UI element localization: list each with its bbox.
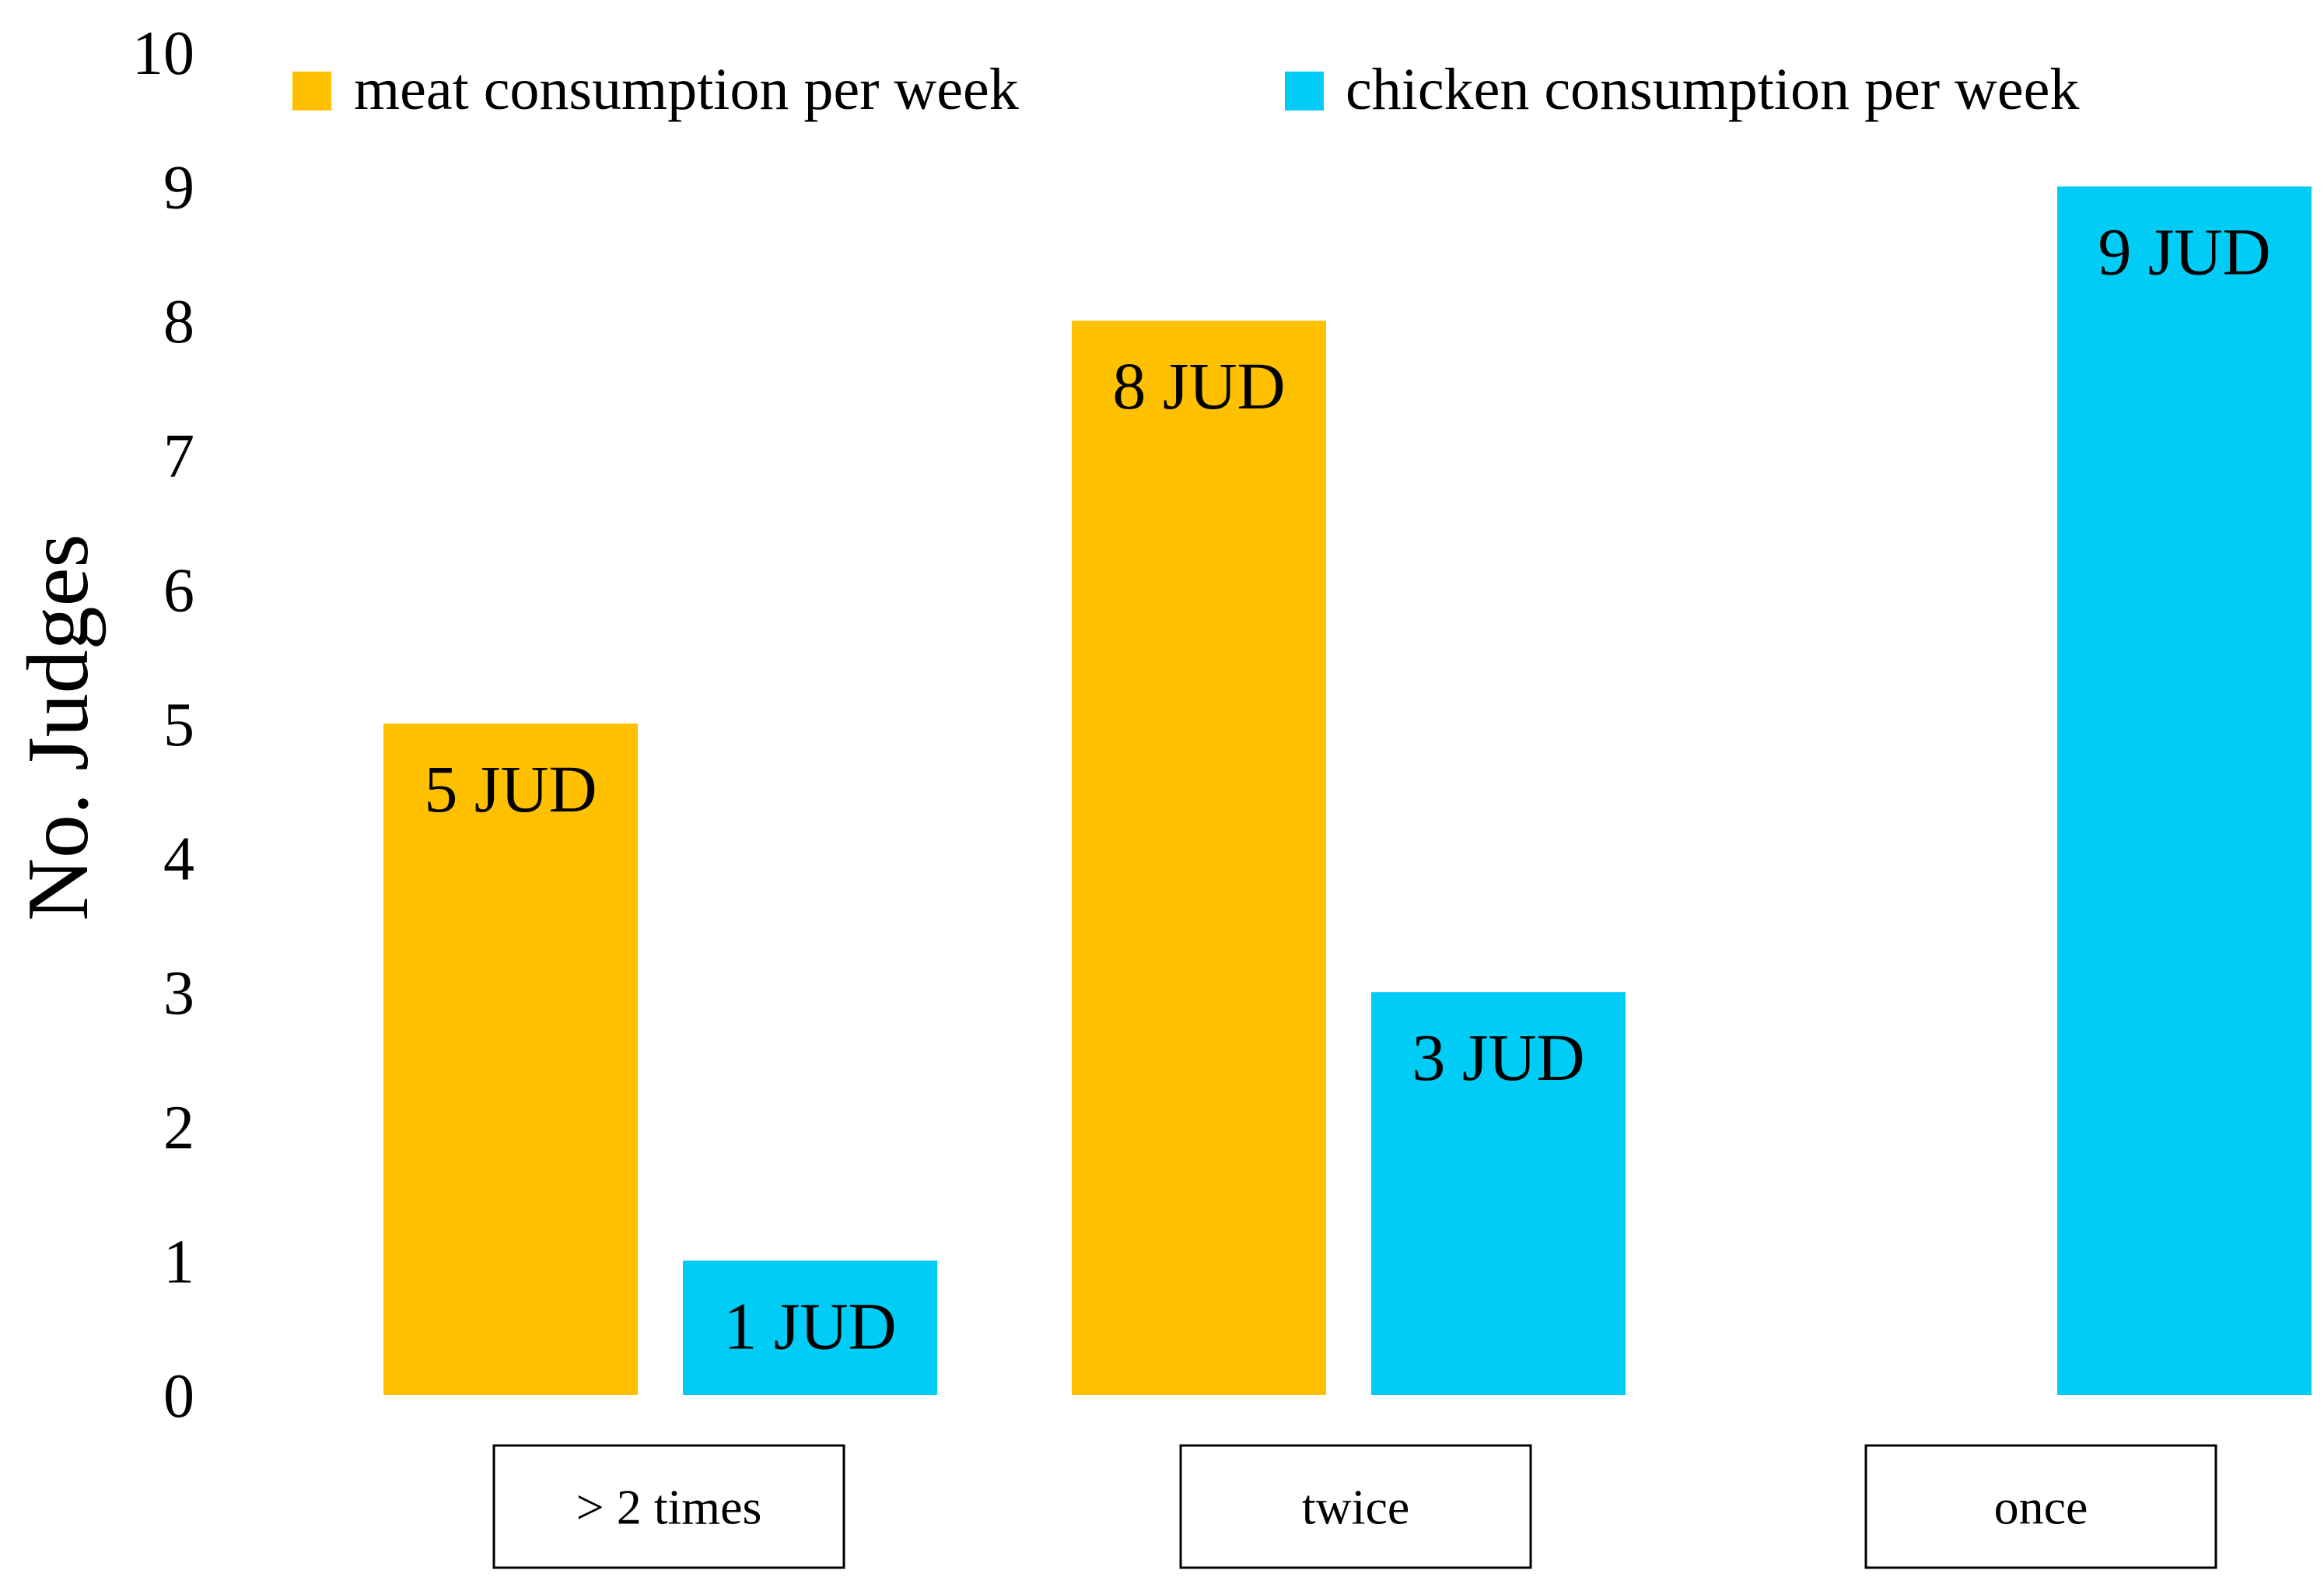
category-box <box>1179 1444 1532 1569</box>
bar <box>1371 992 1626 1395</box>
legend-label: chicken consumption per week <box>1346 57 2079 122</box>
category-label: twice <box>1302 1480 1410 1535</box>
legend-swatch <box>292 72 331 110</box>
bar-data-label: 8 JUD <box>1112 349 1285 423</box>
y-tick-label: 0 <box>163 1362 194 1431</box>
legend-swatch <box>1285 72 1324 110</box>
bar-data-label: 9 JUD <box>2098 215 2270 289</box>
y-axis-ticks: 0 1 2 3 4 5 6 7 8 9 10 <box>132 19 194 1431</box>
category-box <box>1864 1444 2217 1569</box>
y-tick-label: 6 <box>163 556 194 625</box>
legend-label: meat consumption per week <box>354 57 1019 122</box>
y-tick-label: 8 <box>163 288 194 356</box>
y-tick-label: 5 <box>163 691 194 759</box>
category-label: once <box>1994 1480 2088 1535</box>
bar <box>683 1260 937 1395</box>
bar-data-label: 5 JUD <box>424 752 597 826</box>
bar <box>1072 321 1326 1396</box>
legend: meat consumption per week chicken consump… <box>292 57 2079 122</box>
y-tick-label: 3 <box>163 959 194 1028</box>
bar-data-label: 1 JUD <box>723 1288 896 1363</box>
y-axis-title: No. Judges <box>10 534 107 921</box>
y-tick-label: 10 <box>132 19 194 88</box>
category-box <box>492 1444 845 1569</box>
y-tick-label: 1 <box>163 1228 194 1296</box>
category-label: > 2 times <box>576 1480 762 1535</box>
y-tick-label: 4 <box>163 825 194 894</box>
y-tick-label: 2 <box>163 1094 194 1162</box>
bar-data-labels: 5 JUD 8 JUD 1 JUD 3 JUD 9 JUD <box>424 215 2270 1364</box>
bar-data-label: 3 JUD <box>1412 1020 1584 1095</box>
y-tick-label: 9 <box>163 154 194 223</box>
bars <box>383 186 2312 1396</box>
x-axis-categories: > 2 times twice once <box>492 1444 2217 1569</box>
y-tick-label: 7 <box>163 422 194 491</box>
bar <box>2057 186 2312 1396</box>
bar <box>383 724 638 1395</box>
